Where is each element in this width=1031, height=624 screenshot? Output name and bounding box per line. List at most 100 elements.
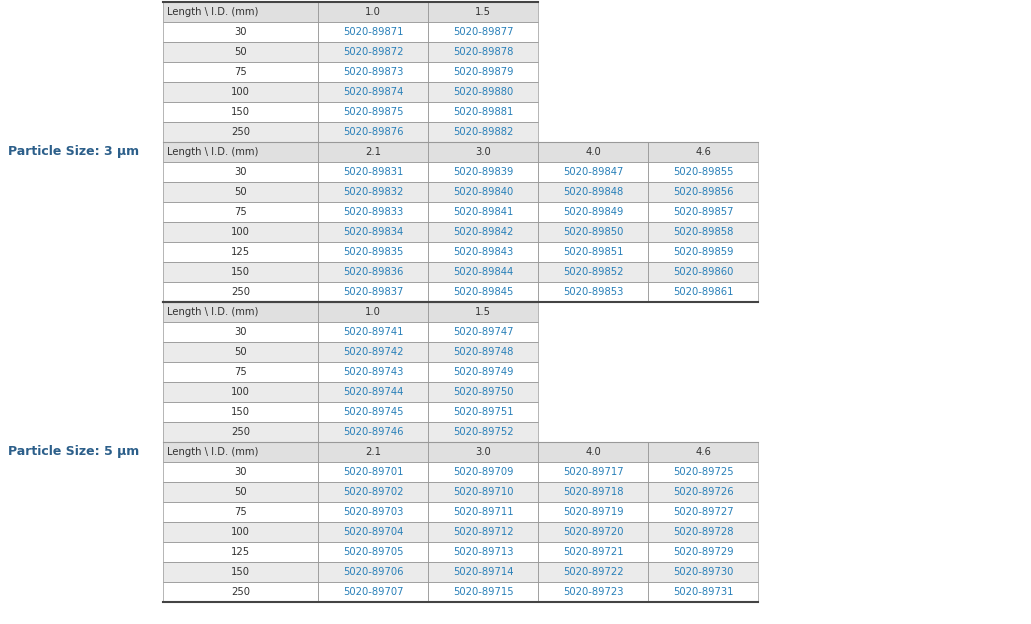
Text: 50: 50 — [234, 487, 246, 497]
Text: 100: 100 — [231, 227, 250, 237]
Bar — [318, 442, 428, 462]
Bar — [318, 462, 428, 482]
Bar — [318, 222, 428, 242]
Text: 5020-89721: 5020-89721 — [563, 547, 624, 557]
Bar — [428, 262, 538, 282]
Bar — [163, 482, 318, 502]
Bar — [538, 502, 648, 522]
Bar — [318, 202, 428, 222]
Bar — [163, 582, 318, 602]
Text: 5020-89873: 5020-89873 — [343, 67, 403, 77]
Text: 125: 125 — [231, 247, 251, 257]
Text: 5020-89706: 5020-89706 — [342, 567, 403, 577]
Bar — [163, 562, 318, 582]
Bar — [318, 42, 428, 62]
Text: 5020-89745: 5020-89745 — [342, 407, 403, 417]
Bar — [428, 482, 538, 502]
Text: 250: 250 — [231, 587, 250, 597]
Text: 3.0: 3.0 — [475, 447, 491, 457]
Text: 5020-89841: 5020-89841 — [453, 207, 513, 217]
Bar — [428, 102, 538, 122]
Text: 5020-89879: 5020-89879 — [453, 67, 513, 77]
Bar — [163, 222, 318, 242]
Text: Length \ I.D. (mm): Length \ I.D. (mm) — [167, 447, 259, 457]
Bar — [648, 582, 758, 602]
Text: 5020-89714: 5020-89714 — [453, 567, 513, 577]
Bar — [648, 562, 758, 582]
Bar — [428, 462, 538, 482]
Bar — [318, 362, 428, 382]
Bar — [318, 342, 428, 362]
Bar — [428, 342, 538, 362]
Bar — [538, 162, 648, 182]
Bar — [428, 422, 538, 442]
Text: 5020-89836: 5020-89836 — [343, 267, 403, 277]
Bar — [318, 282, 428, 302]
Text: 100: 100 — [231, 87, 250, 97]
Text: 5020-89832: 5020-89832 — [343, 187, 403, 197]
Bar — [163, 122, 318, 142]
Bar — [163, 202, 318, 222]
Bar — [428, 182, 538, 202]
Text: 4.6: 4.6 — [695, 447, 711, 457]
Bar — [428, 222, 538, 242]
Bar — [318, 382, 428, 402]
Text: 5020-89744: 5020-89744 — [343, 387, 403, 397]
Bar — [163, 362, 318, 382]
Bar — [163, 142, 318, 162]
Text: 5020-89720: 5020-89720 — [563, 527, 624, 537]
Bar — [163, 342, 318, 362]
Bar — [538, 222, 648, 242]
Bar — [163, 442, 318, 462]
Bar — [538, 202, 648, 222]
Bar — [318, 242, 428, 262]
Bar — [428, 302, 538, 322]
Bar — [428, 442, 538, 462]
Bar — [318, 542, 428, 562]
Bar — [163, 502, 318, 522]
Bar — [163, 322, 318, 342]
Text: Length \ I.D. (mm): Length \ I.D. (mm) — [167, 7, 259, 17]
Bar — [648, 162, 758, 182]
Text: 30: 30 — [234, 327, 246, 337]
Text: 5020-89741: 5020-89741 — [342, 327, 403, 337]
Bar — [163, 182, 318, 202]
Text: 1.0: 1.0 — [365, 307, 380, 317]
Bar — [428, 242, 538, 262]
Bar — [318, 542, 428, 562]
Bar — [163, 2, 318, 22]
Text: 5020-89731: 5020-89731 — [673, 587, 733, 597]
Text: Particle Size: 3 μm: Particle Size: 3 μm — [8, 145, 139, 158]
Bar — [163, 22, 318, 42]
Text: 5020-89855: 5020-89855 — [673, 167, 733, 177]
Bar — [163, 282, 318, 302]
Text: 5020-89705: 5020-89705 — [342, 547, 403, 557]
Bar — [648, 262, 758, 282]
Text: 30: 30 — [234, 467, 246, 477]
Bar — [538, 202, 648, 222]
Bar — [428, 402, 538, 422]
Bar — [318, 222, 428, 242]
Bar — [163, 102, 318, 122]
Text: 5020-89725: 5020-89725 — [672, 467, 733, 477]
Text: 5020-89840: 5020-89840 — [453, 187, 513, 197]
Bar — [428, 22, 538, 42]
Bar — [163, 122, 318, 142]
Bar — [163, 82, 318, 102]
Bar — [648, 442, 758, 462]
Bar — [538, 542, 648, 562]
Bar — [428, 122, 538, 142]
Bar — [648, 282, 758, 302]
Bar — [428, 42, 538, 62]
Bar — [428, 362, 538, 382]
Bar — [538, 442, 648, 462]
Bar — [538, 182, 648, 202]
Bar — [538, 482, 648, 502]
Text: 5020-89747: 5020-89747 — [453, 327, 513, 337]
Text: 5020-89707: 5020-89707 — [342, 587, 403, 597]
Bar — [428, 422, 538, 442]
Bar — [538, 242, 648, 262]
Bar — [318, 302, 428, 322]
Bar — [648, 562, 758, 582]
Bar — [648, 222, 758, 242]
